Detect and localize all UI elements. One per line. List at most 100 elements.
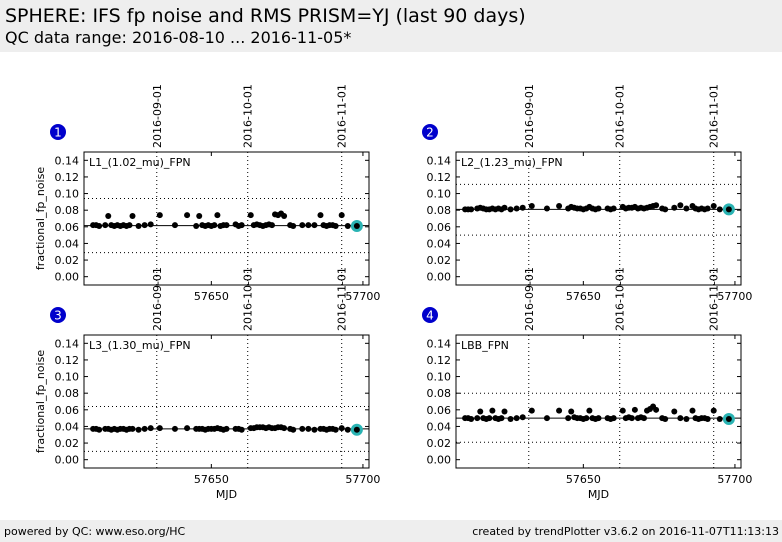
plot-4-badge-number: 4 xyxy=(426,309,434,323)
plot-4-point-56 xyxy=(710,407,717,414)
plot-2-point-14 xyxy=(513,205,520,212)
plot-4-frame xyxy=(455,334,742,469)
header-bar: SPHERE: IFS fp noise and RMS PRISM=YJ (l… xyxy=(0,0,782,52)
created-by-text: created by trendPlotter v3.6.2 on 2016-1… xyxy=(472,525,779,538)
plot-4-last-point xyxy=(725,415,732,422)
plot-3-badge-number: 3 xyxy=(54,309,62,323)
plot-4-point-12 xyxy=(501,408,508,415)
plot-4-ytick-label-5: 0.10 xyxy=(427,371,452,384)
plot-2-point-32 xyxy=(610,205,617,212)
plot-2-ytick-label-7: 0.14 xyxy=(427,154,452,167)
plot-4-label: LBB_FPN xyxy=(461,339,509,352)
plot-2-point-55 xyxy=(704,205,711,212)
plot-4-badge xyxy=(422,307,438,323)
plot-1-badge-number: 1 xyxy=(54,126,62,140)
plot-4-point-44 xyxy=(653,406,660,413)
plot-1-ytick-label-0: 0.00 xyxy=(55,271,80,284)
plot-3-ytick-label-0: 0.00 xyxy=(55,454,80,467)
plot-4-point-50 xyxy=(689,407,696,414)
plot-3-point-44 xyxy=(281,425,288,432)
plot-1-date-label-1: 2016-10-01 xyxy=(242,84,255,148)
plot-2-point-13 xyxy=(507,206,514,213)
plot-3-frame xyxy=(83,334,370,469)
plot-1-xtick-label-1: 57700 xyxy=(345,290,380,303)
plot-4-ytick-label-4: 0.08 xyxy=(427,387,452,400)
plot-4-point-18 xyxy=(556,407,563,414)
plot-1-ylabel: fractional_fp_noise xyxy=(34,167,47,270)
plot-3-point-14 xyxy=(141,425,148,432)
plot-1-point-49 xyxy=(311,222,318,229)
plots-canvas: 2016-09-01 2016-10-01 2016-11-01 0.00 0.02 0.… xyxy=(34,84,752,501)
plot-1-point-17 xyxy=(171,222,178,229)
plot-1-point-25 xyxy=(211,222,218,229)
plot-3-point-47 xyxy=(299,425,306,432)
plot-1-point-55 xyxy=(332,222,339,229)
plot-4-point-47 xyxy=(671,408,678,415)
plot-1-ytick-label-2: 0.04 xyxy=(55,237,80,250)
plot-2-date-label-0: 2016-09-01 xyxy=(523,84,536,148)
plot-3-ytick-label-5: 0.10 xyxy=(55,371,80,384)
plot-2-badge xyxy=(422,124,438,140)
plot-4-xtick-label-0: 57650 xyxy=(566,473,601,486)
plot-4-point-57 xyxy=(716,415,723,422)
plot-1-point-40 xyxy=(268,222,275,229)
plot-3-label: L3_(1.30_mu)_FPN xyxy=(89,339,191,352)
plot-4-ytick-label-0: 0.00 xyxy=(427,454,452,467)
plot-1-point-14 xyxy=(141,222,148,229)
plot-3-point-57 xyxy=(344,426,351,433)
plot-3-last-point xyxy=(353,426,360,433)
plot-3-point-15 xyxy=(147,425,154,432)
plot-1-point-26 xyxy=(214,212,221,219)
plot-2-ytick-label-3: 0.06 xyxy=(427,221,452,234)
plot-4-point-15 xyxy=(519,414,526,421)
plot-4-ytick-label-3: 0.06 xyxy=(427,404,452,417)
plot-2-date-label-1: 2016-10-01 xyxy=(614,84,627,148)
plot-2-ytick-label-1: 0.02 xyxy=(427,254,452,267)
plot-4-point-29 xyxy=(595,415,602,422)
plot-4-point-46 xyxy=(662,415,669,422)
plot-3-point-12 xyxy=(129,425,136,432)
plot-4-point-40 xyxy=(640,415,647,422)
plot-2-label: L2_(1.23_mu)_FPN xyxy=(461,156,563,169)
plot-4-point-26 xyxy=(586,407,593,414)
plot-4-point-55 xyxy=(704,415,711,422)
plot-3-point-46 xyxy=(290,426,297,433)
plot-3-point-55 xyxy=(332,426,339,433)
plot-4-point-13 xyxy=(507,415,514,422)
plot-1-point-12 xyxy=(129,213,136,220)
plot-3-date-label-1: 2016-10-01 xyxy=(242,267,255,331)
plot-2-point-48 xyxy=(677,202,684,209)
plot-4-point-20 xyxy=(568,408,575,415)
plot-1-point-2 xyxy=(96,222,103,229)
plot-4-point-36 xyxy=(628,415,635,422)
plot-4-point-3 xyxy=(474,415,481,422)
plot-4-point-4 xyxy=(477,408,484,415)
plot-1-point-20 xyxy=(196,213,203,220)
plot-3-ytick-label-1: 0.02 xyxy=(55,437,80,450)
plot-3-ytick-label-3: 0.06 xyxy=(55,404,80,417)
plot-2-point-2 xyxy=(468,206,475,213)
plot-2-ytick-label-6: 0.12 xyxy=(427,171,452,184)
plot-1-ytick-label-4: 0.08 xyxy=(55,204,80,217)
plot-4-point-8 xyxy=(489,407,496,414)
plot-1-point-47 xyxy=(299,222,306,229)
plot-1-point-57 xyxy=(344,222,351,229)
powered-by-text: powered by QC: www.eso.org/HC xyxy=(4,525,186,538)
plot-1-ytick-label-3: 0.06 xyxy=(55,221,80,234)
plot-4-point-33 xyxy=(619,407,626,414)
plot-1-point-15 xyxy=(147,221,154,228)
plot-3-date-label-2: 2016-11-01 xyxy=(336,267,349,331)
plot-2-ytick-label-0: 0.00 xyxy=(427,271,452,284)
plot-1-ytick-label-6: 0.12 xyxy=(55,171,80,184)
plot-2-badge-number: 2 xyxy=(426,126,434,140)
plot-1-point-3 xyxy=(102,222,109,229)
plot-3-point-56 xyxy=(338,425,345,432)
plot-1-date-label-0: 2016-09-01 xyxy=(151,84,164,148)
plot-4-date-label-0: 2016-09-01 xyxy=(523,267,536,331)
plot-1-point-29 xyxy=(223,222,230,229)
plot-4-point-32 xyxy=(610,415,617,422)
plot-3-point-18 xyxy=(184,425,191,432)
plot-2-point-56 xyxy=(710,203,717,210)
plot-3-xlabel: MJD xyxy=(216,488,237,501)
plot-2-ytick-label-2: 0.04 xyxy=(427,237,452,250)
